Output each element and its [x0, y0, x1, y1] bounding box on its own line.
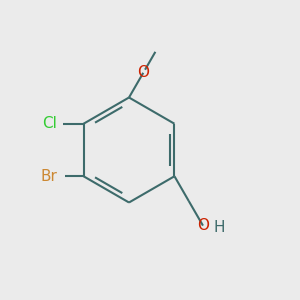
- Text: Br: Br: [40, 169, 57, 184]
- Text: O: O: [197, 218, 209, 233]
- Text: H: H: [214, 220, 225, 235]
- Text: Cl: Cl: [43, 116, 57, 131]
- Text: O: O: [137, 65, 149, 80]
